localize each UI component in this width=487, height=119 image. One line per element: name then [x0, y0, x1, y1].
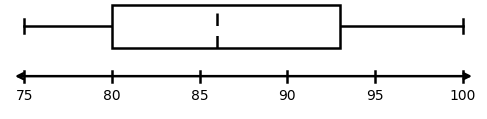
- Text: 100: 100: [450, 89, 476, 103]
- Text: 80: 80: [103, 89, 121, 103]
- Bar: [112, 5, 340, 48]
- Text: 95: 95: [366, 89, 384, 103]
- Text: 90: 90: [279, 89, 296, 103]
- Text: 85: 85: [191, 89, 208, 103]
- Text: 75: 75: [16, 89, 33, 103]
